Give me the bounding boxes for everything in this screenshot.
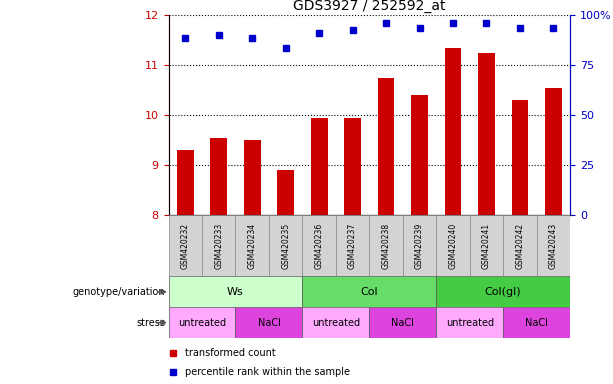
- Bar: [511, 100, 528, 215]
- Bar: [403, 215, 436, 276]
- Bar: [244, 140, 261, 215]
- Text: percentile rank within the sample: percentile rank within the sample: [185, 367, 349, 377]
- Text: Col(gl): Col(gl): [485, 287, 522, 297]
- Text: GSM420232: GSM420232: [181, 223, 190, 269]
- Bar: [210, 137, 227, 215]
- Bar: [444, 48, 462, 215]
- Bar: [536, 215, 570, 276]
- Text: untreated: untreated: [446, 318, 494, 328]
- Bar: [378, 78, 394, 215]
- Text: GSM420242: GSM420242: [516, 223, 524, 269]
- Text: NaCl: NaCl: [391, 318, 414, 328]
- Bar: [336, 215, 369, 276]
- Bar: [269, 215, 302, 276]
- Bar: [302, 276, 436, 307]
- Text: Ws: Ws: [227, 287, 244, 297]
- Bar: [369, 307, 436, 338]
- Text: genotype/variation: genotype/variation: [73, 287, 166, 297]
- Bar: [436, 276, 570, 307]
- Bar: [169, 307, 235, 338]
- Bar: [503, 215, 536, 276]
- Text: untreated: untreated: [178, 318, 226, 328]
- Bar: [302, 307, 369, 338]
- Bar: [345, 118, 361, 215]
- Bar: [235, 215, 269, 276]
- Bar: [169, 215, 202, 276]
- Bar: [470, 215, 503, 276]
- Text: GSM420236: GSM420236: [314, 223, 324, 269]
- Text: stress: stress: [137, 318, 166, 328]
- Bar: [478, 53, 495, 215]
- Text: Col: Col: [360, 287, 378, 297]
- Bar: [169, 276, 302, 307]
- Text: GSM420241: GSM420241: [482, 223, 491, 269]
- Bar: [235, 307, 302, 338]
- Bar: [277, 170, 294, 215]
- Bar: [411, 95, 428, 215]
- Text: transformed count: transformed count: [185, 348, 275, 358]
- Bar: [436, 307, 503, 338]
- Text: GSM420233: GSM420233: [215, 223, 223, 269]
- Text: GSM420240: GSM420240: [449, 223, 457, 269]
- Bar: [436, 215, 470, 276]
- Text: GSM420238: GSM420238: [381, 223, 390, 269]
- Bar: [177, 150, 194, 215]
- Text: untreated: untreated: [312, 318, 360, 328]
- Bar: [503, 307, 570, 338]
- Text: GSM420239: GSM420239: [415, 223, 424, 269]
- Bar: [311, 118, 327, 215]
- Bar: [302, 215, 336, 276]
- Text: NaCl: NaCl: [257, 318, 280, 328]
- Text: GSM420235: GSM420235: [281, 223, 290, 269]
- Text: NaCl: NaCl: [525, 318, 548, 328]
- Text: GSM420243: GSM420243: [549, 223, 558, 269]
- Text: GSM420237: GSM420237: [348, 223, 357, 269]
- Bar: [545, 88, 562, 215]
- Title: GDS3927 / 252592_at: GDS3927 / 252592_at: [293, 0, 446, 13]
- Text: GSM420234: GSM420234: [248, 223, 257, 269]
- Bar: [369, 215, 403, 276]
- Bar: [202, 215, 235, 276]
